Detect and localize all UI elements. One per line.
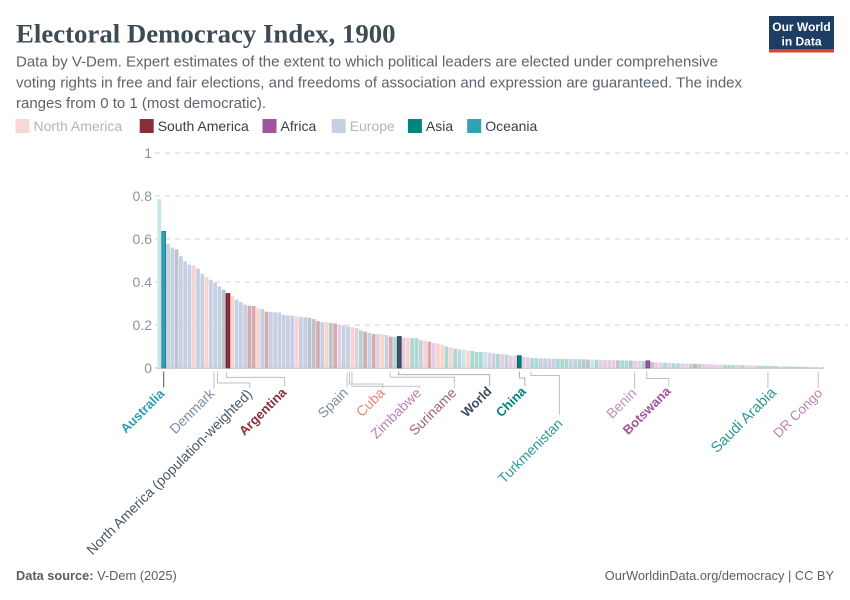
svg-text:Europe: Europe bbox=[350, 118, 395, 134]
svg-text:in Data: in Data bbox=[781, 35, 821, 49]
svg-text:0: 0 bbox=[144, 360, 152, 376]
svg-text:voting rights in free and fair: voting rights in free and fair elections… bbox=[16, 74, 742, 91]
svg-text:0.8: 0.8 bbox=[133, 188, 153, 204]
svg-text:North America: North America bbox=[34, 118, 123, 134]
svg-text:OurWorldinData.org/democracy |: OurWorldinData.org/democracy | CC BY bbox=[605, 568, 835, 583]
svg-text:ranges from 0 to 1 (most democ: ranges from 0 to 1 (most democratic). bbox=[16, 95, 266, 112]
svg-text:Our World: Our World bbox=[772, 20, 830, 34]
svg-text:1: 1 bbox=[144, 145, 152, 161]
svg-text:Data by V-Dem. Expert estimate: Data by V-Dem. Expert estimates of the e… bbox=[16, 54, 718, 71]
svg-text:Oceania: Oceania bbox=[485, 118, 537, 134]
svg-text:0.2: 0.2 bbox=[133, 317, 153, 333]
svg-text:South America: South America bbox=[158, 118, 249, 134]
svg-text:0.6: 0.6 bbox=[133, 231, 153, 247]
svg-text:Asia: Asia bbox=[426, 118, 453, 134]
svg-text:Data source: V-Dem (2025): Data source: V-Dem (2025) bbox=[16, 568, 177, 583]
svg-text:0.4: 0.4 bbox=[133, 274, 153, 290]
svg-text:Electoral Democracy Index, 190: Electoral Democracy Index, 1900 bbox=[16, 18, 396, 48]
svg-text:Africa: Africa bbox=[281, 118, 317, 134]
